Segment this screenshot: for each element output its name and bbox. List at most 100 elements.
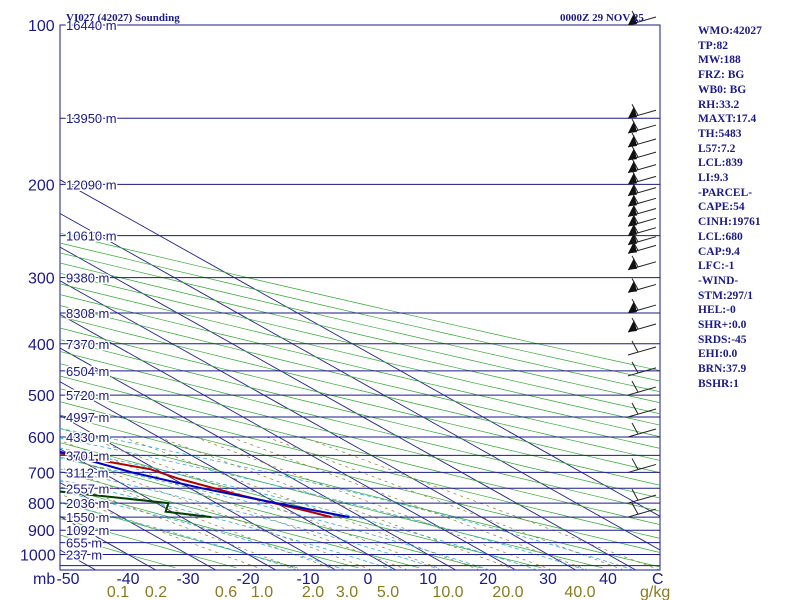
sounding-series-line-1 — [60, 490, 212, 519]
height-label: 3701 m — [66, 448, 109, 463]
pressure-tick-label: 700 — [28, 465, 55, 482]
height-label: 7370 m — [66, 337, 109, 352]
height-label: 2036 m — [66, 496, 109, 511]
wind-barb-feather — [631, 502, 639, 515]
wind-barb-feather — [631, 132, 639, 145]
isotherm-line — [60, 246, 636, 570]
pressure-tick-label: 100 — [28, 18, 55, 35]
sounding-index: LCL:680 — [698, 230, 743, 243]
sounding-index: BRN:37.9 — [698, 363, 747, 376]
sounding-index: -WIND- — [698, 274, 739, 287]
chart-title: VI027 (42027) Sounding — [66, 12, 180, 24]
sounding-index: BSHR:1 — [698, 377, 739, 390]
wind-barb-feather — [631, 103, 639, 116]
sounding-index: L57:7.2 — [698, 142, 736, 155]
wind-barb-feather — [631, 239, 639, 251]
temperature-tick-label: -10 — [296, 571, 319, 588]
wind-barb-feather — [631, 10, 639, 23]
wind-barbs — [627, 10, 657, 518]
temperature-tick-label: 0 — [364, 571, 373, 588]
wind-barb-feather — [631, 340, 639, 353]
pressure-tick-label: 800 — [28, 496, 55, 513]
wind-barb-feather — [631, 230, 639, 242]
height-label: 8308 m — [66, 306, 109, 321]
height-label: 5720 m — [66, 388, 109, 403]
wind-barb-feather — [631, 212, 639, 224]
wind-barb — [627, 494, 657, 504]
height-label: 655 m — [66, 536, 102, 551]
dry-adiabat-line — [60, 294, 660, 438]
mixing-ratio-tick-label: 0.1 — [107, 584, 129, 600]
height-label: 2557 m — [66, 481, 109, 496]
wind-barb-feather — [631, 380, 639, 393]
sounding-index: FRZ: BG — [698, 69, 745, 82]
pressure-unit-label: mb — [33, 571, 55, 588]
sounding-series-line-0 — [60, 452, 332, 519]
mixing-ratio-tick-label: 0.6 — [215, 584, 237, 600]
isotherm-line — [60, 347, 456, 570]
height-label: 6504 m — [66, 364, 109, 379]
moist-adiabat-line — [60, 479, 394, 570]
mixing-ratio-tick-label: 10.0 — [432, 584, 463, 600]
sounding-series-line-2 — [60, 450, 350, 519]
temperature-tick-label: -50 — [56, 571, 79, 588]
height-label: 1092 m — [66, 523, 109, 538]
pressure-tick-label: 900 — [28, 523, 55, 540]
sounding-series — [60, 450, 350, 519]
wind-barb-feather — [631, 181, 639, 193]
mixing-ratio-tick-label: 5.0 — [377, 584, 399, 600]
dry-adiabat-line — [60, 305, 660, 449]
wind-barb-feather — [631, 118, 639, 131]
wind-barb-feather — [631, 361, 639, 374]
isotherm-line — [60, 179, 660, 517]
sounding-index: STM:297/1 — [698, 289, 753, 302]
wind-barb-feather — [631, 221, 639, 233]
wind-barb-feather — [631, 255, 639, 268]
sounding-index: LFC:-1 — [698, 260, 735, 273]
height-label: 10610 m — [66, 229, 117, 244]
height-label: 3112 m — [66, 465, 108, 480]
sounding-index: HEL:-0 — [698, 304, 736, 317]
wind-barb-feather — [631, 422, 639, 435]
isotherm-line — [0, 25, 36, 570]
temperature-tick-label: -20 — [236, 571, 259, 588]
dry-adiabat-line — [60, 351, 660, 499]
dry-adiabat-line — [60, 242, 660, 382]
wind-barb-feather — [631, 298, 639, 311]
temperature-tick-label: -30 — [176, 571, 199, 588]
height-label: 9380 m — [66, 271, 109, 286]
chart-timestamp: 0000Z 29 NOV 25 — [560, 12, 644, 24]
wind-barb — [627, 463, 657, 473]
temperature-tick-label: 40 — [599, 571, 617, 588]
sounding-index: RH:33.2 — [698, 98, 740, 111]
sounding-indices-panel: WMO:42027 TP:82 MW:188 FRZ: BG WB0: BG RH:33.… — [698, 24, 798, 392]
temperature-tick-label: 20 — [479, 571, 497, 588]
temperature-tick-label: -40 — [116, 571, 139, 588]
wind-barb — [627, 386, 657, 396]
mixing-ratio-tick-label: 2.0 — [302, 584, 324, 600]
mixing-ratio-tick-label: 40.0 — [564, 584, 595, 600]
isotherm-line — [60, 381, 396, 570]
height-label: 12090 m — [66, 177, 117, 192]
grid-lines — [0, 25, 660, 570]
wind-barb — [627, 508, 657, 518]
mixing-ratio-tick-label: 3.0 — [336, 584, 358, 600]
sounding-index: TH:5483 — [698, 127, 742, 140]
dry-adiabat-line — [60, 232, 660, 372]
wind-barb — [627, 346, 657, 356]
mixing-ratio-tick-label: 0.2 — [145, 584, 167, 600]
wind-barb-feather — [631, 170, 639, 182]
wind-barb-feather — [631, 158, 639, 170]
sounding-index: WMO:42027 — [698, 25, 762, 37]
moist-adiabat-line — [60, 437, 586, 570]
wind-barb-feather — [631, 202, 639, 214]
dry-adiabat-line — [60, 339, 660, 486]
wind-barb-feather — [631, 317, 639, 330]
wind-barb-feather — [631, 488, 639, 501]
pressure-tick-label: 400 — [28, 337, 55, 354]
moist-adiabat-line — [60, 447, 538, 570]
height-label: 1550 m — [66, 510, 109, 525]
sounding-index: CAP:9.4 — [698, 245, 740, 258]
moist-adiabat-line — [60, 502, 298, 570]
